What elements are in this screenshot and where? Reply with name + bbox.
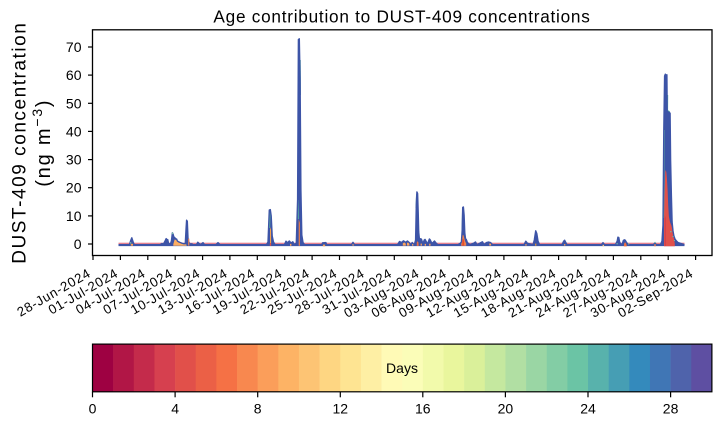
svg-text:Days: Days (386, 360, 418, 376)
svg-text:12: 12 (333, 401, 349, 417)
svg-text:0: 0 (89, 401, 97, 417)
svg-text:50: 50 (66, 95, 82, 111)
svg-text:10: 10 (66, 208, 82, 224)
svg-text:DUST-409 concentration: DUST-409 concentration (9, 22, 30, 264)
svg-text:24: 24 (580, 401, 596, 417)
svg-text:4: 4 (171, 401, 179, 417)
svg-text:20: 20 (498, 401, 514, 417)
svg-text:70: 70 (66, 39, 82, 55)
svg-text:0: 0 (74, 236, 82, 252)
svg-text:30: 30 (66, 152, 82, 168)
svg-text:8: 8 (254, 401, 262, 417)
svg-text:20: 20 (66, 180, 82, 196)
svg-text:40: 40 (66, 123, 82, 139)
svg-text:16: 16 (415, 401, 431, 417)
svg-text:Age contribution to DUST-409 c: Age contribution to DUST-409 concentrati… (213, 7, 590, 27)
svg-text:28: 28 (663, 401, 679, 417)
svg-text:60: 60 (66, 67, 82, 83)
